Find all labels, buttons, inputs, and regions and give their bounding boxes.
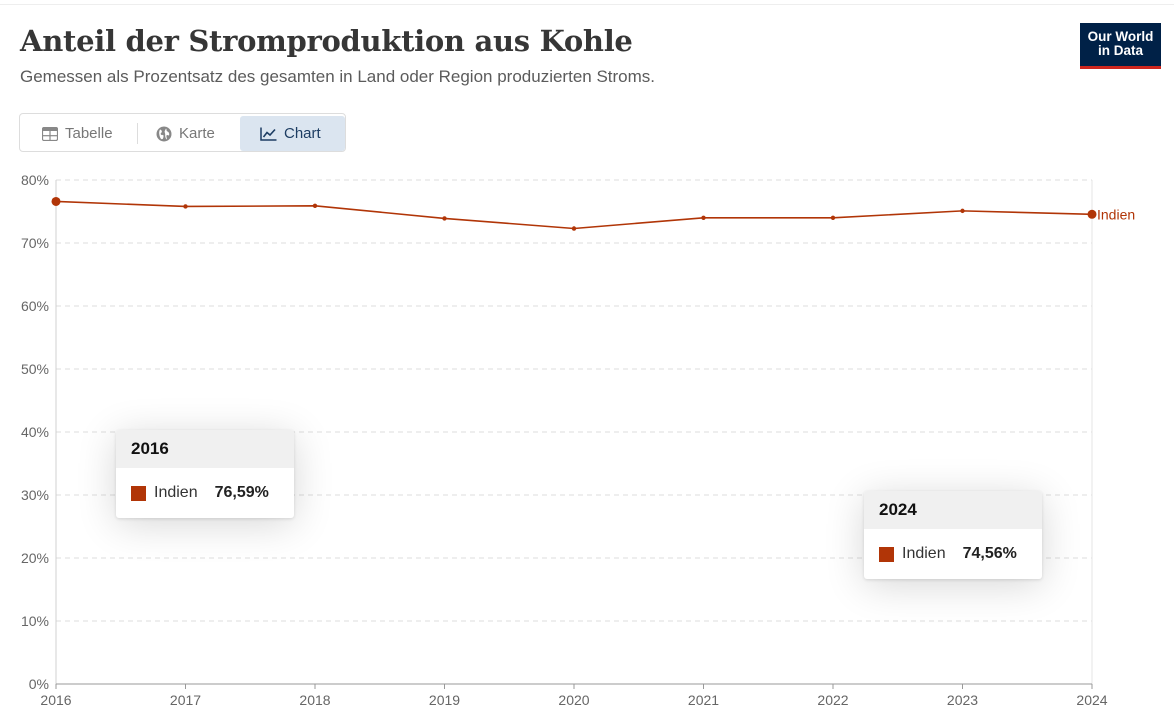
- y-tick-label: 40%: [21, 424, 49, 440]
- data-point: [183, 204, 188, 209]
- y-tick-label: 60%: [21, 298, 49, 314]
- tab-chart-label: Chart: [284, 125, 321, 142]
- x-tick-label: 2024: [1076, 692, 1107, 708]
- series-label: Indien: [1097, 206, 1135, 222]
- tab-map[interactable]: Karte: [137, 116, 240, 151]
- tab-chart[interactable]: Chart: [240, 116, 345, 151]
- y-tick-label: 70%: [21, 235, 49, 251]
- x-tick-label: 2022: [817, 692, 848, 708]
- y-tick-label: 80%: [21, 172, 49, 188]
- x-tick-label: 2016: [40, 692, 71, 708]
- tooltip-2024: 2024 Indien 74,56%: [864, 491, 1042, 579]
- tooltip-year: 2024: [864, 491, 1042, 529]
- globe-icon: [156, 126, 172, 142]
- tooltip-value: 74,56%: [962, 545, 1017, 562]
- chart-subtitle: Gemessen als Prozentsatz des gesamten in…: [20, 67, 656, 86]
- table-icon: [42, 126, 58, 141]
- x-tick-label: 2021: [688, 692, 719, 708]
- x-tick-label: 2023: [947, 692, 978, 708]
- tab-table-label: Tabelle: [65, 125, 113, 142]
- tab-divider: [137, 123, 138, 144]
- logo-accent-bar: [1080, 66, 1161, 69]
- data-point: [442, 216, 447, 221]
- y-tick-label: 20%: [21, 550, 49, 566]
- data-point: [701, 215, 706, 220]
- owid-logo[interactable]: Our World in Data: [1080, 23, 1161, 69]
- x-tick-label: 2019: [429, 692, 460, 708]
- x-tick-label: 2018: [299, 692, 330, 708]
- tab-map-label: Karte: [179, 125, 215, 142]
- line-chart-icon: [260, 127, 277, 141]
- data-point: [960, 208, 965, 214]
- y-tick-label: 10%: [21, 613, 49, 629]
- tooltip-year: 2016: [116, 430, 294, 468]
- tooltip-2016: 2016 Indien 76,59%: [116, 430, 294, 518]
- tooltip-row: Indien 76,59%: [116, 468, 294, 518]
- logo-line-1: Our World: [1087, 29, 1154, 44]
- x-tick-label: 2017: [170, 692, 201, 708]
- series-swatch: [131, 485, 146, 501]
- y-tick-label: 50%: [21, 361, 49, 377]
- tooltip-value: 76,59%: [214, 484, 269, 501]
- tooltip-row: Indien 74,56%: [864, 529, 1042, 579]
- data-point: [830, 215, 836, 220]
- data-point: [1087, 209, 1097, 219]
- x-tick-label: 2020: [558, 692, 589, 708]
- tab-table[interactable]: Tabelle: [22, 116, 137, 151]
- tooltip-country: Indien: [154, 484, 198, 501]
- y-tick-label: 0%: [29, 676, 49, 692]
- data-point: [51, 196, 61, 206]
- series-swatch: [879, 546, 894, 562]
- view-tabs: Tabelle Karte Chart: [19, 113, 346, 152]
- data-point: [312, 203, 318, 209]
- series-line: [55, 200, 1093, 230]
- y-tick-label: 30%: [21, 487, 49, 503]
- chart-title: Anteil der Stromproduktion aus Kohle: [20, 24, 633, 58]
- data-point: [571, 226, 577, 231]
- logo-line-2: in Data: [1097, 43, 1143, 58]
- tooltip-country: Indien: [902, 545, 946, 562]
- top-divider: [0, 4, 1174, 5]
